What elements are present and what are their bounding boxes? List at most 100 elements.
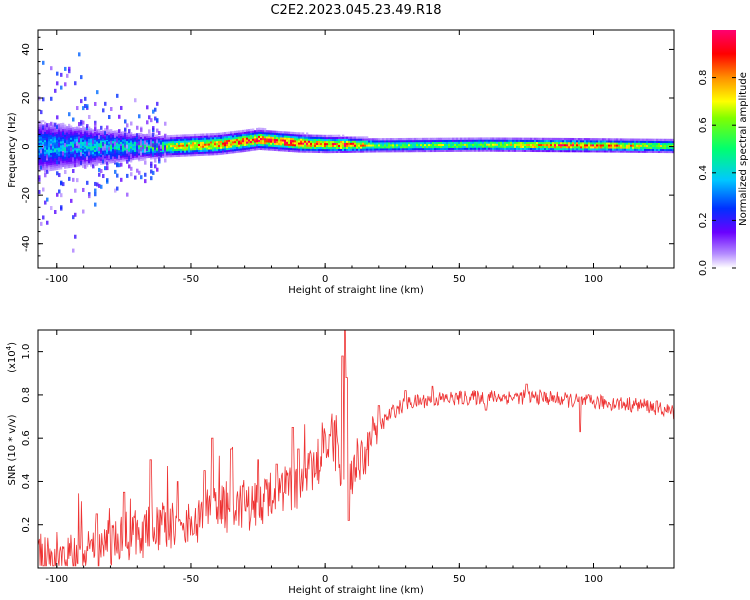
- spectrogram-cell: [576, 146, 579, 149]
- spectrogram-cell: [40, 162, 43, 165]
- spectrogram-cell: [54, 136, 57, 139]
- spectrogram-cell: [226, 143, 229, 147]
- spectrogram-cell: [236, 148, 239, 151]
- spectrogram-cell: [70, 139, 73, 142]
- spectrogram-cell: [134, 155, 137, 158]
- spectrogram-cell: [394, 150, 397, 153]
- spectrogram-cell: [116, 146, 119, 149]
- spectrogram-cell: [40, 142, 43, 145]
- spectrogram-speckle: [136, 133, 139, 138]
- spectrogram-cell: [348, 150, 351, 153]
- spectrogram-cell: [198, 133, 201, 136]
- spectrogram-cell: [552, 139, 555, 143]
- spectrogram-cell: [512, 139, 515, 142]
- spectrogram-cell: [244, 129, 247, 132]
- spectrogram-cell: [586, 148, 589, 151]
- spectrogram-cell: [212, 133, 215, 136]
- spectrogram-cell: [472, 149, 475, 152]
- spectrogram-cell: [88, 134, 91, 137]
- spectrogram-cell: [314, 150, 317, 153]
- spectrogram-cell: [602, 146, 605, 149]
- spectrogram-cell: [134, 157, 137, 160]
- spectrogram-cell: [366, 150, 369, 153]
- spectrogram-cell: [130, 146, 133, 149]
- spectrogram-cell: [52, 166, 55, 169]
- spectrogram-cell: [388, 150, 391, 153]
- spectrogram-cell: [236, 144, 239, 147]
- spectrogram-cell: [506, 141, 509, 144]
- spectrogram-cell: [170, 152, 173, 156]
- spectrogram-speckle: [146, 146, 149, 151]
- spectrogram-cell: [386, 146, 389, 149]
- spectrogram-cell: [122, 155, 125, 158]
- spectrogram-speckle: [84, 96, 87, 101]
- spectrogram-cell: [168, 153, 171, 156]
- spectrogram-cell: [142, 148, 145, 151]
- spectrogram-cell: [160, 151, 163, 155]
- spectrogram-cell: [122, 139, 125, 142]
- spectrogram-cell: [222, 140, 225, 143]
- spectrogram-cell: [196, 141, 199, 145]
- spectrogram-cell: [162, 141, 165, 144]
- spectrogram-speckle: [42, 97, 45, 102]
- spectrogram-cell: [54, 152, 57, 155]
- spectrogram-cell: [42, 148, 45, 151]
- spectrogram-cell: [194, 133, 197, 137]
- spectrogram-cell: [660, 140, 663, 144]
- spectrogram-speckle: [68, 112, 71, 117]
- spectrogram-cell: [348, 142, 351, 145]
- spectrogram-cell: [44, 139, 47, 142]
- spectrogram-cell: [106, 153, 109, 157]
- spectrogram-speckle: [110, 140, 113, 145]
- spectrogram-cell: [196, 149, 199, 153]
- spectrogram-cell: [174, 152, 177, 156]
- spectrogram-cell: [328, 136, 331, 140]
- spectrogram-cell: [54, 126, 57, 129]
- spectrogram-cell: [292, 133, 295, 137]
- spectrogram-cell: [94, 143, 97, 146]
- spectrogram-cell: [624, 148, 627, 151]
- spectrogram-cell: [566, 137, 569, 141]
- spectrogram-cell: [50, 140, 53, 144]
- scale-exp: 4: [5, 345, 13, 350]
- spectrogram-cell: [286, 135, 289, 138]
- spectrogram-cell: [80, 133, 83, 137]
- spectrogram-cell: [80, 131, 83, 135]
- spectrogram-cell: [284, 143, 287, 146]
- spectrogram-cell: [334, 148, 337, 152]
- spectrogram-cell: [244, 137, 247, 140]
- spectrogram-cell: [54, 166, 57, 169]
- spectrogram-cell: [232, 141, 235, 144]
- spectrogram-cell: [106, 139, 109, 143]
- spectrogram-speckle: [82, 209, 85, 214]
- spectrogram-cell: [182, 144, 185, 147]
- spectrogram-cell: [40, 122, 43, 125]
- spectrogram-cell: [590, 140, 593, 143]
- spectrogram-speckle: [106, 161, 109, 166]
- spectrogram-cell: [58, 137, 61, 140]
- spectrogram-cell: [670, 138, 673, 142]
- spectrogram-cell: [428, 143, 431, 147]
- spectrogram-cell: [318, 140, 321, 144]
- spectrogram-speckle: [74, 144, 77, 149]
- spectrogram-cell: [100, 140, 103, 143]
- spectrogram-cell: [348, 136, 351, 139]
- tick-label: -20: [21, 187, 32, 203]
- spectrogram-cell: [656, 150, 659, 153]
- spectrogram-cell: [126, 142, 129, 146]
- spectrogram-cell: [462, 139, 465, 142]
- spectrogram-cell: [48, 137, 51, 140]
- spectrogram-cell: [628, 146, 631, 149]
- spectrogram-cell: [532, 145, 535, 149]
- spectrogram-cell: [82, 125, 85, 128]
- spectrogram-speckle: [138, 170, 141, 175]
- spectrogram-cell: [604, 146, 607, 149]
- spectrogram-cell: [372, 142, 375, 145]
- spectrogram-cell: [230, 133, 233, 136]
- spectrogram-cell: [296, 148, 299, 151]
- spectrogram-cell: [218, 140, 221, 144]
- spectrogram-cell: [342, 136, 345, 139]
- spectrogram-cell: [326, 148, 329, 152]
- spectrogram-cell: [474, 145, 477, 148]
- spectrogram-cell: [352, 140, 355, 143]
